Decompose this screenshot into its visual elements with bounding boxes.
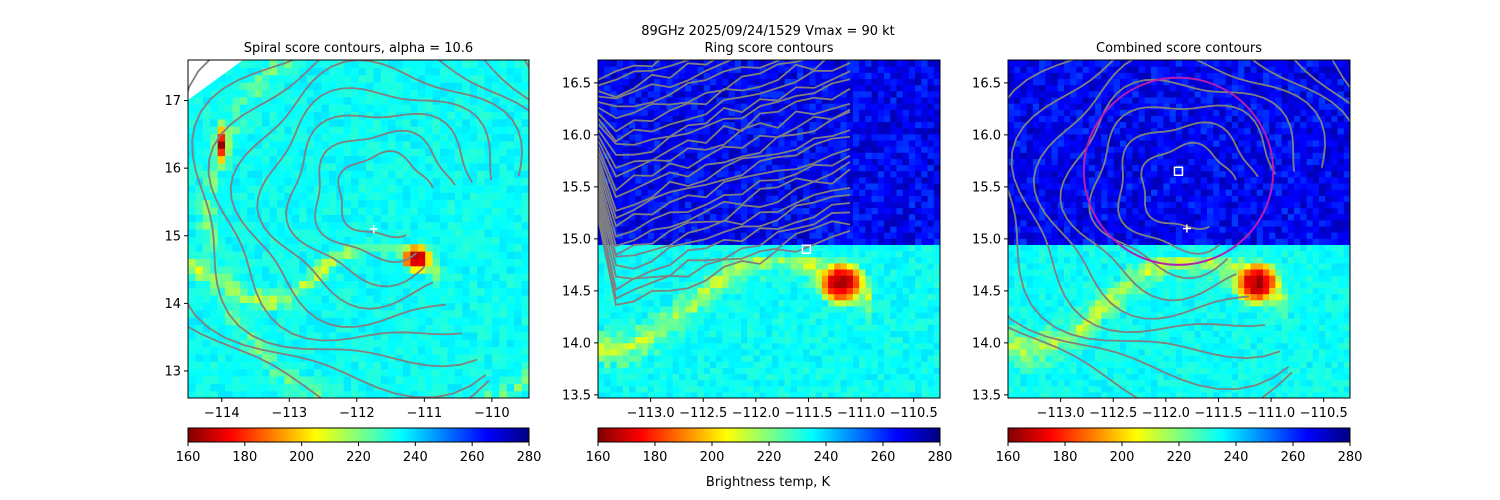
colorbar-tick-label: 280 <box>928 450 953 465</box>
y-tick-label: 14.5 <box>972 284 1001 299</box>
center-square-marker <box>1173 166 1184 177</box>
y-tick-label: 14.0 <box>562 336 591 351</box>
y-tick-label: 17 <box>164 94 181 109</box>
score-contours <box>188 60 529 398</box>
y-tick-label: 15.0 <box>562 232 591 247</box>
colorbar <box>597 427 941 443</box>
x-tick-label: −113 <box>271 406 307 421</box>
y-tick-label: 16.0 <box>972 128 1001 143</box>
score-contours <box>598 60 851 306</box>
brightness-field <box>188 60 529 398</box>
colorbar-tick-label: 260 <box>871 450 896 465</box>
panel-title: Combined score contours <box>1096 41 1262 56</box>
colorbar-tick-label: 180 <box>232 450 257 465</box>
y-tick-label: 15.5 <box>562 180 591 195</box>
y-tick-label: 16.5 <box>562 76 591 91</box>
colorbar-tick-label: 260 <box>460 450 485 465</box>
colorbar-tick-label: 200 <box>700 450 725 465</box>
colorbar-tick-label: 160 <box>586 450 611 465</box>
colorbar-tick-label: 200 <box>1110 450 1135 465</box>
panel-title: Spiral score contours, alpha = 10.6 <box>244 41 473 56</box>
colorbar-tick-label: 260 <box>1281 450 1306 465</box>
colorbar <box>187 427 530 443</box>
colorbar-tick-label: 220 <box>346 450 371 465</box>
x-tick-label: −114 <box>204 406 240 421</box>
y-tick-label: 16.0 <box>562 128 591 143</box>
y-tick-label: 13.5 <box>972 388 1001 403</box>
colorbar-tick-label: 280 <box>517 450 542 465</box>
y-tick-label: 14.0 <box>972 336 1001 351</box>
colorbar-tick-label: 160 <box>176 450 201 465</box>
x-tick-label: −112.5 <box>679 406 727 421</box>
y-tick-label: 14.5 <box>562 284 591 299</box>
panel-2: Ring score contours −113.0 −112.5 −112.0 −11… <box>562 41 953 465</box>
x-tick-label: −112 <box>339 406 375 421</box>
center-plus-marker <box>1182 224 1191 233</box>
center-plus-marker <box>369 225 378 233</box>
x-tick-label: −110 <box>474 406 510 421</box>
y-tick-label: 16 <box>164 162 181 177</box>
figure-suptitle: 89GHz 2025/09/24/1529 Vmax = 90 kt <box>641 24 895 39</box>
y-tick-label: 13.5 <box>562 388 591 403</box>
x-tick-label: −110.5 <box>1300 406 1348 421</box>
axes-frame <box>597 59 941 399</box>
colorbar-tick-label: 180 <box>1053 450 1078 465</box>
x-tick-label: −111.5 <box>784 406 832 421</box>
x-tick-label: −113.0 <box>1037 406 1085 421</box>
panel-3: Combined score contours −113.0 −112.5 −112.… <box>972 41 1363 465</box>
x-tick-label: −110.5 <box>890 406 938 421</box>
colorbar-tick-label: 240 <box>403 450 428 465</box>
y-tick-label: 15 <box>164 229 181 244</box>
x-tick-label: −112.0 <box>732 406 780 421</box>
x-tick-label: −111.0 <box>837 406 885 421</box>
center-square-marker <box>801 244 812 255</box>
score-contours <box>1008 60 1350 398</box>
colorbar-tick-label: 200 <box>289 450 314 465</box>
axes-frame <box>187 59 530 399</box>
colorbar-tick-label: 240 <box>814 450 839 465</box>
y-tick-label: 13 <box>164 364 181 379</box>
x-tick-label: −112.0 <box>1142 406 1190 421</box>
colorbar-label: Brightness temp, K <box>706 475 831 490</box>
panel-title: Ring score contours <box>704 41 833 56</box>
colorbar-tick-label: 220 <box>757 450 782 465</box>
colorbar-tick-label: 220 <box>1167 450 1192 465</box>
panel-1: Spiral score contours, alpha = 10.6 −114 −… <box>164 41 542 465</box>
colorbar-tick-label: 160 <box>996 450 1021 465</box>
colorbar <box>1007 427 1351 443</box>
y-tick-label: 14 <box>164 297 181 312</box>
x-tick-label: −112.5 <box>1089 406 1137 421</box>
y-tick-label: 16.5 <box>972 76 1001 91</box>
colorbar-tick-label: 240 <box>1224 450 1249 465</box>
x-tick-label: −111.5 <box>1194 406 1242 421</box>
y-tick-label: 15.5 <box>972 180 1001 195</box>
colorbar-tick-label: 180 <box>643 450 668 465</box>
x-tick-label: −111 <box>406 406 442 421</box>
x-tick-label: −113.0 <box>627 406 675 421</box>
radius-circle <box>1082 76 1275 266</box>
y-tick-label: 15.0 <box>972 232 1001 247</box>
colorbar-tick-label: 280 <box>1338 450 1363 465</box>
x-tick-label: −111.0 <box>1247 406 1295 421</box>
axes-frame <box>1007 59 1351 399</box>
